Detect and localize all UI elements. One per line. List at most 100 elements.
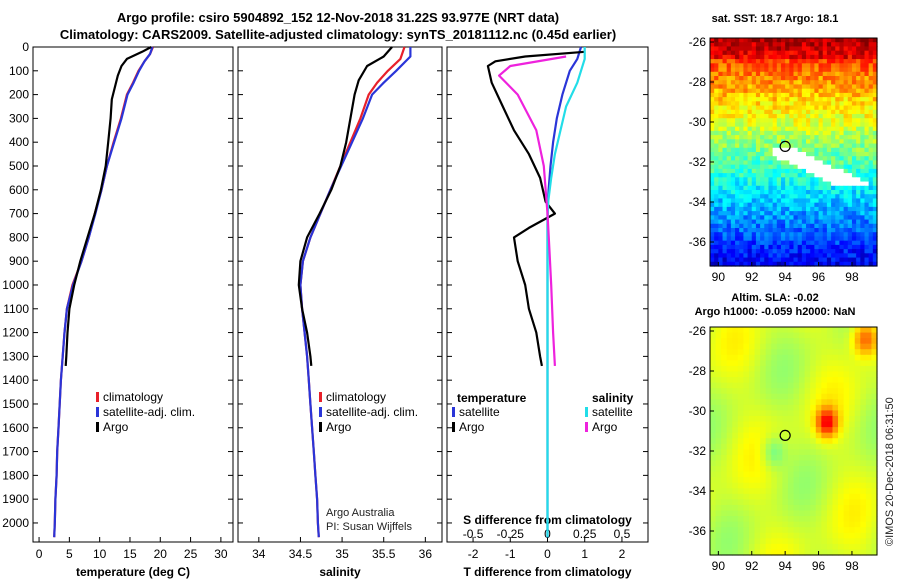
map-sst-cell bbox=[851, 71, 857, 77]
map-sla-cell bbox=[782, 504, 789, 512]
map-sst-cell bbox=[818, 84, 824, 90]
map-sst-cell bbox=[760, 236, 765, 242]
map-sla-cell bbox=[799, 410, 806, 417]
map-sst-cell bbox=[785, 71, 790, 77]
map-sst-cell bbox=[797, 236, 803, 242]
map-sst-cell bbox=[730, 84, 736, 90]
map-sla-cell bbox=[754, 477, 761, 484]
map-sst-cell bbox=[710, 84, 715, 90]
credit-line1: Argo Australia bbox=[326, 507, 395, 519]
map-sla-cell bbox=[721, 527, 728, 534]
map-sst-cell bbox=[839, 257, 845, 263]
map-sla-cell bbox=[854, 432, 861, 439]
map-sst-cell bbox=[818, 46, 824, 52]
map-sla-cell bbox=[793, 504, 800, 512]
map-sst-cell bbox=[730, 156, 736, 162]
map-sst-cell bbox=[851, 59, 857, 64]
map-sst-cell bbox=[772, 160, 778, 166]
map-sst-cell bbox=[739, 38, 744, 43]
map-sla-cell bbox=[849, 393, 856, 400]
map-sla-cell bbox=[743, 543, 750, 551]
map-sst-cell bbox=[864, 67, 870, 73]
map-sst-cell bbox=[810, 219, 815, 225]
map-sst-cell bbox=[722, 80, 728, 86]
map-sst-cell bbox=[806, 135, 811, 140]
map-sst-cell bbox=[760, 152, 765, 157]
map-sst-cell bbox=[793, 135, 799, 140]
map-sst-cell bbox=[797, 249, 803, 254]
map-sst-cell bbox=[839, 156, 845, 162]
map-sst-cell bbox=[772, 228, 778, 233]
map-sst-cell bbox=[760, 232, 765, 238]
map-sla-cell bbox=[754, 438, 761, 445]
map-sst-cell bbox=[710, 253, 715, 259]
map-sst-cell bbox=[822, 202, 828, 208]
map-sst-cell bbox=[735, 54, 740, 60]
map-sst-cell bbox=[743, 97, 749, 102]
map-sst-cell bbox=[806, 143, 811, 149]
map-sst-cell bbox=[856, 152, 861, 157]
map-sst-cell bbox=[739, 232, 744, 238]
map-sst-cell bbox=[764, 244, 770, 250]
map-sst-cell bbox=[831, 84, 836, 90]
map-sst-cell bbox=[714, 173, 719, 178]
salinity-xtick-label: 35.5 bbox=[372, 547, 396, 561]
map-sst-cell bbox=[814, 177, 820, 183]
map-sst-cell bbox=[847, 105, 853, 111]
map-sla-cell bbox=[715, 532, 722, 539]
map-sla-cell bbox=[787, 410, 795, 417]
map-sla-cell bbox=[787, 382, 795, 389]
map-sst-cell bbox=[843, 130, 849, 136]
map-sst-cell bbox=[789, 71, 795, 77]
map-sst-cell bbox=[789, 114, 795, 119]
map-sla-cell bbox=[743, 466, 750, 473]
map-sst-cell bbox=[722, 147, 728, 153]
map-sla-cell bbox=[832, 377, 839, 384]
map-sst-cell bbox=[814, 261, 820, 267]
map-sst-cell bbox=[743, 232, 749, 238]
map-sla-cell bbox=[765, 415, 772, 423]
depth-tick-label: 800 bbox=[9, 230, 29, 244]
map-sst-cell bbox=[847, 97, 853, 102]
map-sst-cell bbox=[714, 126, 719, 132]
map-sst-cell bbox=[872, 147, 878, 153]
map-sla-cell bbox=[776, 404, 783, 412]
map-sst-cell bbox=[868, 50, 874, 56]
map-sst-cell bbox=[839, 147, 845, 153]
map-sst-cell bbox=[822, 101, 828, 107]
map-sla-cell bbox=[776, 510, 783, 517]
map-sst-cell bbox=[751, 228, 757, 233]
map-sst-cell bbox=[831, 257, 836, 263]
map-sst-cell bbox=[789, 59, 795, 64]
map-sla-cell bbox=[776, 343, 783, 350]
map-sla-cell bbox=[765, 382, 772, 389]
map-sst-cell bbox=[847, 80, 853, 86]
map-sst-cell bbox=[818, 126, 824, 132]
map-sst-cell bbox=[722, 139, 728, 145]
map-sla-cell bbox=[810, 449, 817, 456]
map-sla-cell bbox=[849, 349, 856, 356]
map-sst-cell bbox=[826, 177, 832, 183]
map-sla-cell bbox=[815, 388, 822, 395]
map-sst-cell bbox=[760, 63, 765, 69]
map-sla-cell bbox=[726, 460, 733, 467]
map-sla-cell bbox=[826, 527, 834, 534]
map-sst-cell bbox=[839, 219, 845, 225]
map-sst-cell bbox=[806, 76, 811, 81]
map-sst-cell bbox=[722, 71, 728, 77]
map-sst-cell bbox=[710, 63, 715, 69]
map-sla-cell bbox=[782, 438, 789, 445]
map-sst-cell bbox=[776, 177, 782, 183]
map-sst-cell bbox=[714, 160, 719, 166]
map-sla-cell bbox=[793, 427, 800, 434]
map-sst-cell bbox=[868, 198, 874, 204]
map-sla-cell bbox=[821, 421, 828, 428]
map-sla-cell bbox=[810, 493, 817, 500]
map-sst-cell bbox=[776, 164, 782, 170]
map-sla-cell bbox=[832, 382, 839, 389]
map-sst-cell bbox=[730, 122, 736, 128]
map-sla-cell bbox=[810, 482, 817, 489]
map-sla-cell bbox=[865, 549, 873, 556]
map-sst-cell bbox=[860, 228, 866, 233]
map-sst-cell bbox=[747, 156, 753, 162]
